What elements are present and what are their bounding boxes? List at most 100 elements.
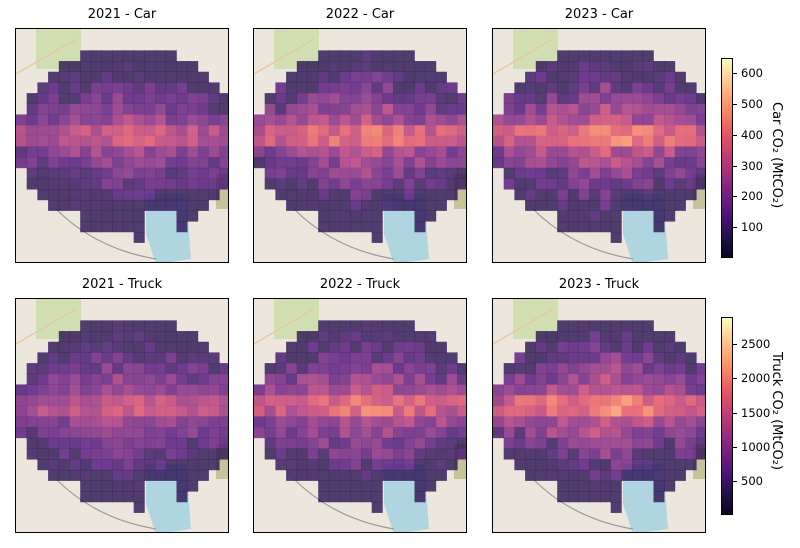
heatmap-cell	[350, 373, 362, 385]
heatmap-cell	[90, 210, 102, 222]
heatmap-cell	[642, 448, 654, 460]
heatmap-cell	[610, 416, 622, 428]
heatmap-cell	[69, 341, 81, 353]
heatmap-cell	[133, 320, 145, 332]
heatmap-cell	[578, 427, 590, 439]
heatmap-cell	[567, 448, 579, 460]
heatmap-cell	[446, 93, 458, 105]
heatmap-cell	[339, 210, 351, 222]
heatmap-cell	[514, 82, 526, 94]
heatmap-cell	[425, 331, 437, 343]
heatmap-cell	[350, 189, 362, 201]
heatmap-cell	[37, 405, 49, 417]
heatmap-cell	[546, 61, 558, 73]
heatmap-cell	[610, 352, 622, 364]
heatmap-cell	[674, 363, 686, 375]
heatmap-cell	[403, 459, 415, 471]
heatmap-cell	[58, 448, 70, 460]
heatmap-cell	[90, 331, 102, 343]
heatmap-cell	[414, 189, 426, 201]
heatmap-cell	[525, 135, 537, 147]
heatmap-cell	[546, 437, 558, 449]
heatmap-cell	[382, 189, 394, 201]
heatmap-cell	[155, 71, 167, 83]
heatmap-cell	[144, 167, 156, 179]
heatmap-cell	[557, 135, 569, 147]
heatmap-cell	[101, 82, 113, 94]
heatmap-cell	[535, 103, 547, 115]
heatmap-cell	[187, 416, 199, 428]
heatmap-cell	[557, 373, 569, 385]
heatmap-cell	[621, 384, 633, 396]
heatmap-cell	[165, 71, 177, 83]
heatmap-cell	[685, 384, 697, 396]
heatmap-cell	[16, 125, 27, 137]
heatmap-cell	[165, 135, 177, 147]
heatmap-cell	[101, 373, 113, 385]
heatmap-cell	[144, 82, 156, 94]
heatmap-cell	[208, 82, 220, 94]
heatmap-cell	[685, 103, 697, 115]
colorbar-tickmark	[733, 344, 737, 345]
heatmap-cell	[589, 491, 601, 503]
heatmap-cell	[90, 189, 102, 201]
heatmap-cell	[525, 189, 537, 201]
heatmap-cell	[425, 363, 437, 375]
heatmap-cell	[69, 82, 81, 94]
heatmap-panel-2021-car	[15, 28, 229, 263]
heatmap-cell	[48, 135, 60, 147]
heatmap-cell	[382, 469, 394, 481]
heatmap-cell	[123, 82, 134, 94]
heatmap-cell	[525, 125, 537, 137]
heatmap-cell	[600, 71, 611, 83]
heatmap-cell	[187, 459, 199, 471]
heatmap-cell	[642, 103, 654, 115]
heatmap-cell	[610, 501, 622, 513]
heatmap-cell	[567, 459, 579, 471]
heatmap-cell	[557, 480, 569, 492]
heatmap-cell	[425, 146, 437, 158]
heatmap-cell	[361, 405, 372, 417]
heatmap-cell	[653, 189, 665, 201]
heatmap-cell	[435, 437, 447, 449]
heatmap-cell	[514, 93, 526, 105]
heatmap-cell	[275, 352, 287, 364]
heatmap-cell	[361, 320, 372, 332]
heatmap-cell	[600, 82, 611, 94]
heatmap-cell	[371, 61, 383, 73]
heatmap-cell	[307, 363, 319, 375]
heatmap-cell	[382, 82, 394, 94]
heatmap-cell	[425, 384, 437, 396]
heatmap-cell	[578, 320, 590, 332]
heatmap-cell	[589, 167, 601, 179]
heatmap-cell	[696, 178, 705, 190]
heatmap-cell	[664, 61, 676, 73]
heatmap-cell	[557, 93, 569, 105]
heatmap-cell	[371, 437, 383, 449]
heatmap-cell	[155, 459, 167, 471]
heatmap-cell	[48, 71, 60, 83]
heatmap-cell	[275, 189, 287, 201]
heatmap-cell	[361, 71, 372, 83]
heatmap-cell	[264, 93, 276, 105]
heatmap-cell	[621, 103, 633, 115]
heatmap-cell	[69, 459, 81, 471]
heatmap-cell	[632, 341, 644, 353]
heatmap-cell	[286, 469, 298, 481]
heatmap-cell	[318, 135, 330, 147]
heatmap-cell	[664, 167, 676, 179]
heatmap-cell	[187, 427, 199, 439]
heatmap-cell	[69, 416, 81, 428]
heatmap-cell	[621, 352, 633, 364]
heatmap-cell	[58, 469, 70, 481]
heatmap-cell	[80, 61, 92, 73]
heatmap-cell	[382, 373, 394, 385]
heatmap-cell	[557, 363, 569, 375]
heatmap-cell	[318, 114, 330, 126]
heatmap-cell	[101, 114, 113, 126]
heatmap-cell	[307, 61, 319, 73]
heatmap-cell	[557, 459, 569, 471]
heatmap-cell	[112, 189, 124, 201]
heatmap-cell	[425, 210, 437, 222]
heatmap-cell	[632, 448, 644, 460]
